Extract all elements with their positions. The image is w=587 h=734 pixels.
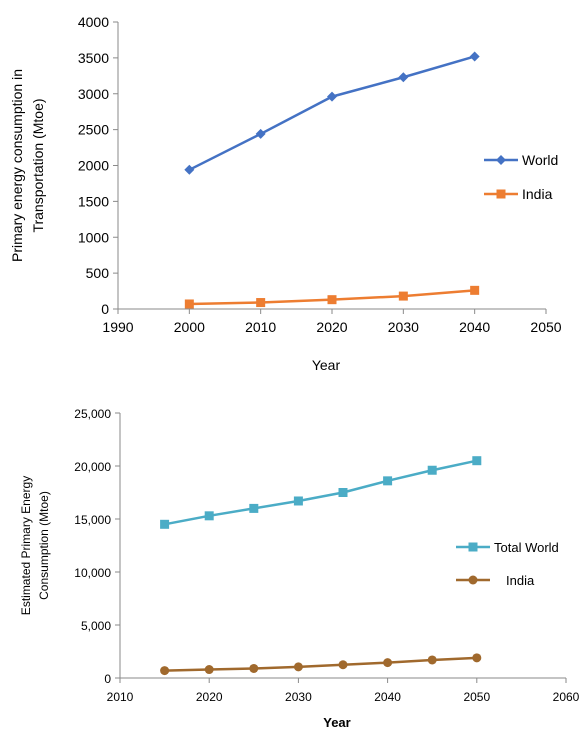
series-line-total-world [164,459,478,526]
data-point [204,665,214,675]
data-point [184,164,195,175]
legend-marker [468,542,478,552]
x-tick-label: 2050 [530,319,561,335]
y-tick-label: 5,000 [81,619,111,633]
legend-label: Total World [494,540,559,555]
x-tick-label: 2040 [374,690,401,704]
data-point [249,503,259,513]
y-tick-label: 3000 [78,86,109,102]
data-point [249,663,259,673]
y-tick-label: 4000 [78,14,109,30]
y-axis-title-line: Estimated Primary Energy [19,476,33,615]
y-tick-label: 0 [104,672,111,686]
x-tick-label: 2060 [553,690,580,704]
data-point [327,295,337,305]
y-tick-label: 2000 [78,158,109,174]
y-tick-label: 1500 [78,193,109,209]
y-tick-label: 25,000 [74,407,111,421]
data-point [256,298,266,308]
data-point [327,91,337,102]
legend-label: India [506,573,535,588]
y-axis-title-line: Primary energy consumption in [9,69,25,262]
data-point [427,465,437,475]
x-tick-label: 2020 [316,319,347,335]
x-axis-title: Year [323,715,350,730]
y-tick-label: 15,000 [74,513,111,527]
data-point [293,496,303,506]
data-point [293,662,303,672]
data-point [160,519,170,529]
y-tick-label: 10,000 [74,566,111,580]
data-point [184,299,194,309]
x-tick-label: 1990 [102,319,133,335]
data-point [469,51,480,62]
data-point [398,72,409,83]
series-line-world [188,55,476,171]
x-tick-label: 2010 [245,319,276,335]
data-point [160,666,170,676]
data-point [470,285,480,295]
x-tick-label: 2040 [459,319,490,335]
x-tick-label: 2030 [285,690,312,704]
data-point [383,658,393,668]
y-axis-title-line: Transportation (Mtoe) [30,98,46,232]
x-axis-title: Year [312,357,341,373]
chart-top-transport-energy: 0 500 1000 1500 2000 2500 3000 3500 4000 1990 2000… [9,14,562,373]
x-tick-label: 2020 [196,690,223,704]
data-point [255,128,266,139]
x-tick-label: 2050 [463,690,490,704]
data-point [204,511,214,521]
data-point [472,456,482,466]
data-point [338,660,348,670]
data-point [427,655,437,665]
legend-marker [496,155,506,165]
chart-bottom-primary-energy: 0 5,000 10,000 15,000 20,000 25,000 2010 2020 20… [19,407,580,730]
legend-marker [496,189,506,199]
legend-marker [468,575,478,585]
data-point [383,476,393,486]
y-tick-label: 2500 [78,122,109,138]
legend-label: India [522,186,553,202]
series-line-india [164,656,477,672]
data-point [398,291,408,301]
y-tick-label: 500 [86,265,110,281]
data-point [338,488,348,497]
data-point [472,653,482,663]
x-tick-label: 2030 [388,319,419,335]
y-tick-label: 20,000 [74,460,111,474]
x-tick-label: 2000 [174,319,205,335]
y-tick-label: 0 [101,301,109,317]
y-tick-label: 3500 [78,50,109,66]
x-tick-label: 2010 [107,690,134,704]
y-axis-title-line: Consumption (Mtoe) [37,491,51,600]
y-tick-label: 1000 [78,229,109,245]
legend-label: World [522,152,558,168]
